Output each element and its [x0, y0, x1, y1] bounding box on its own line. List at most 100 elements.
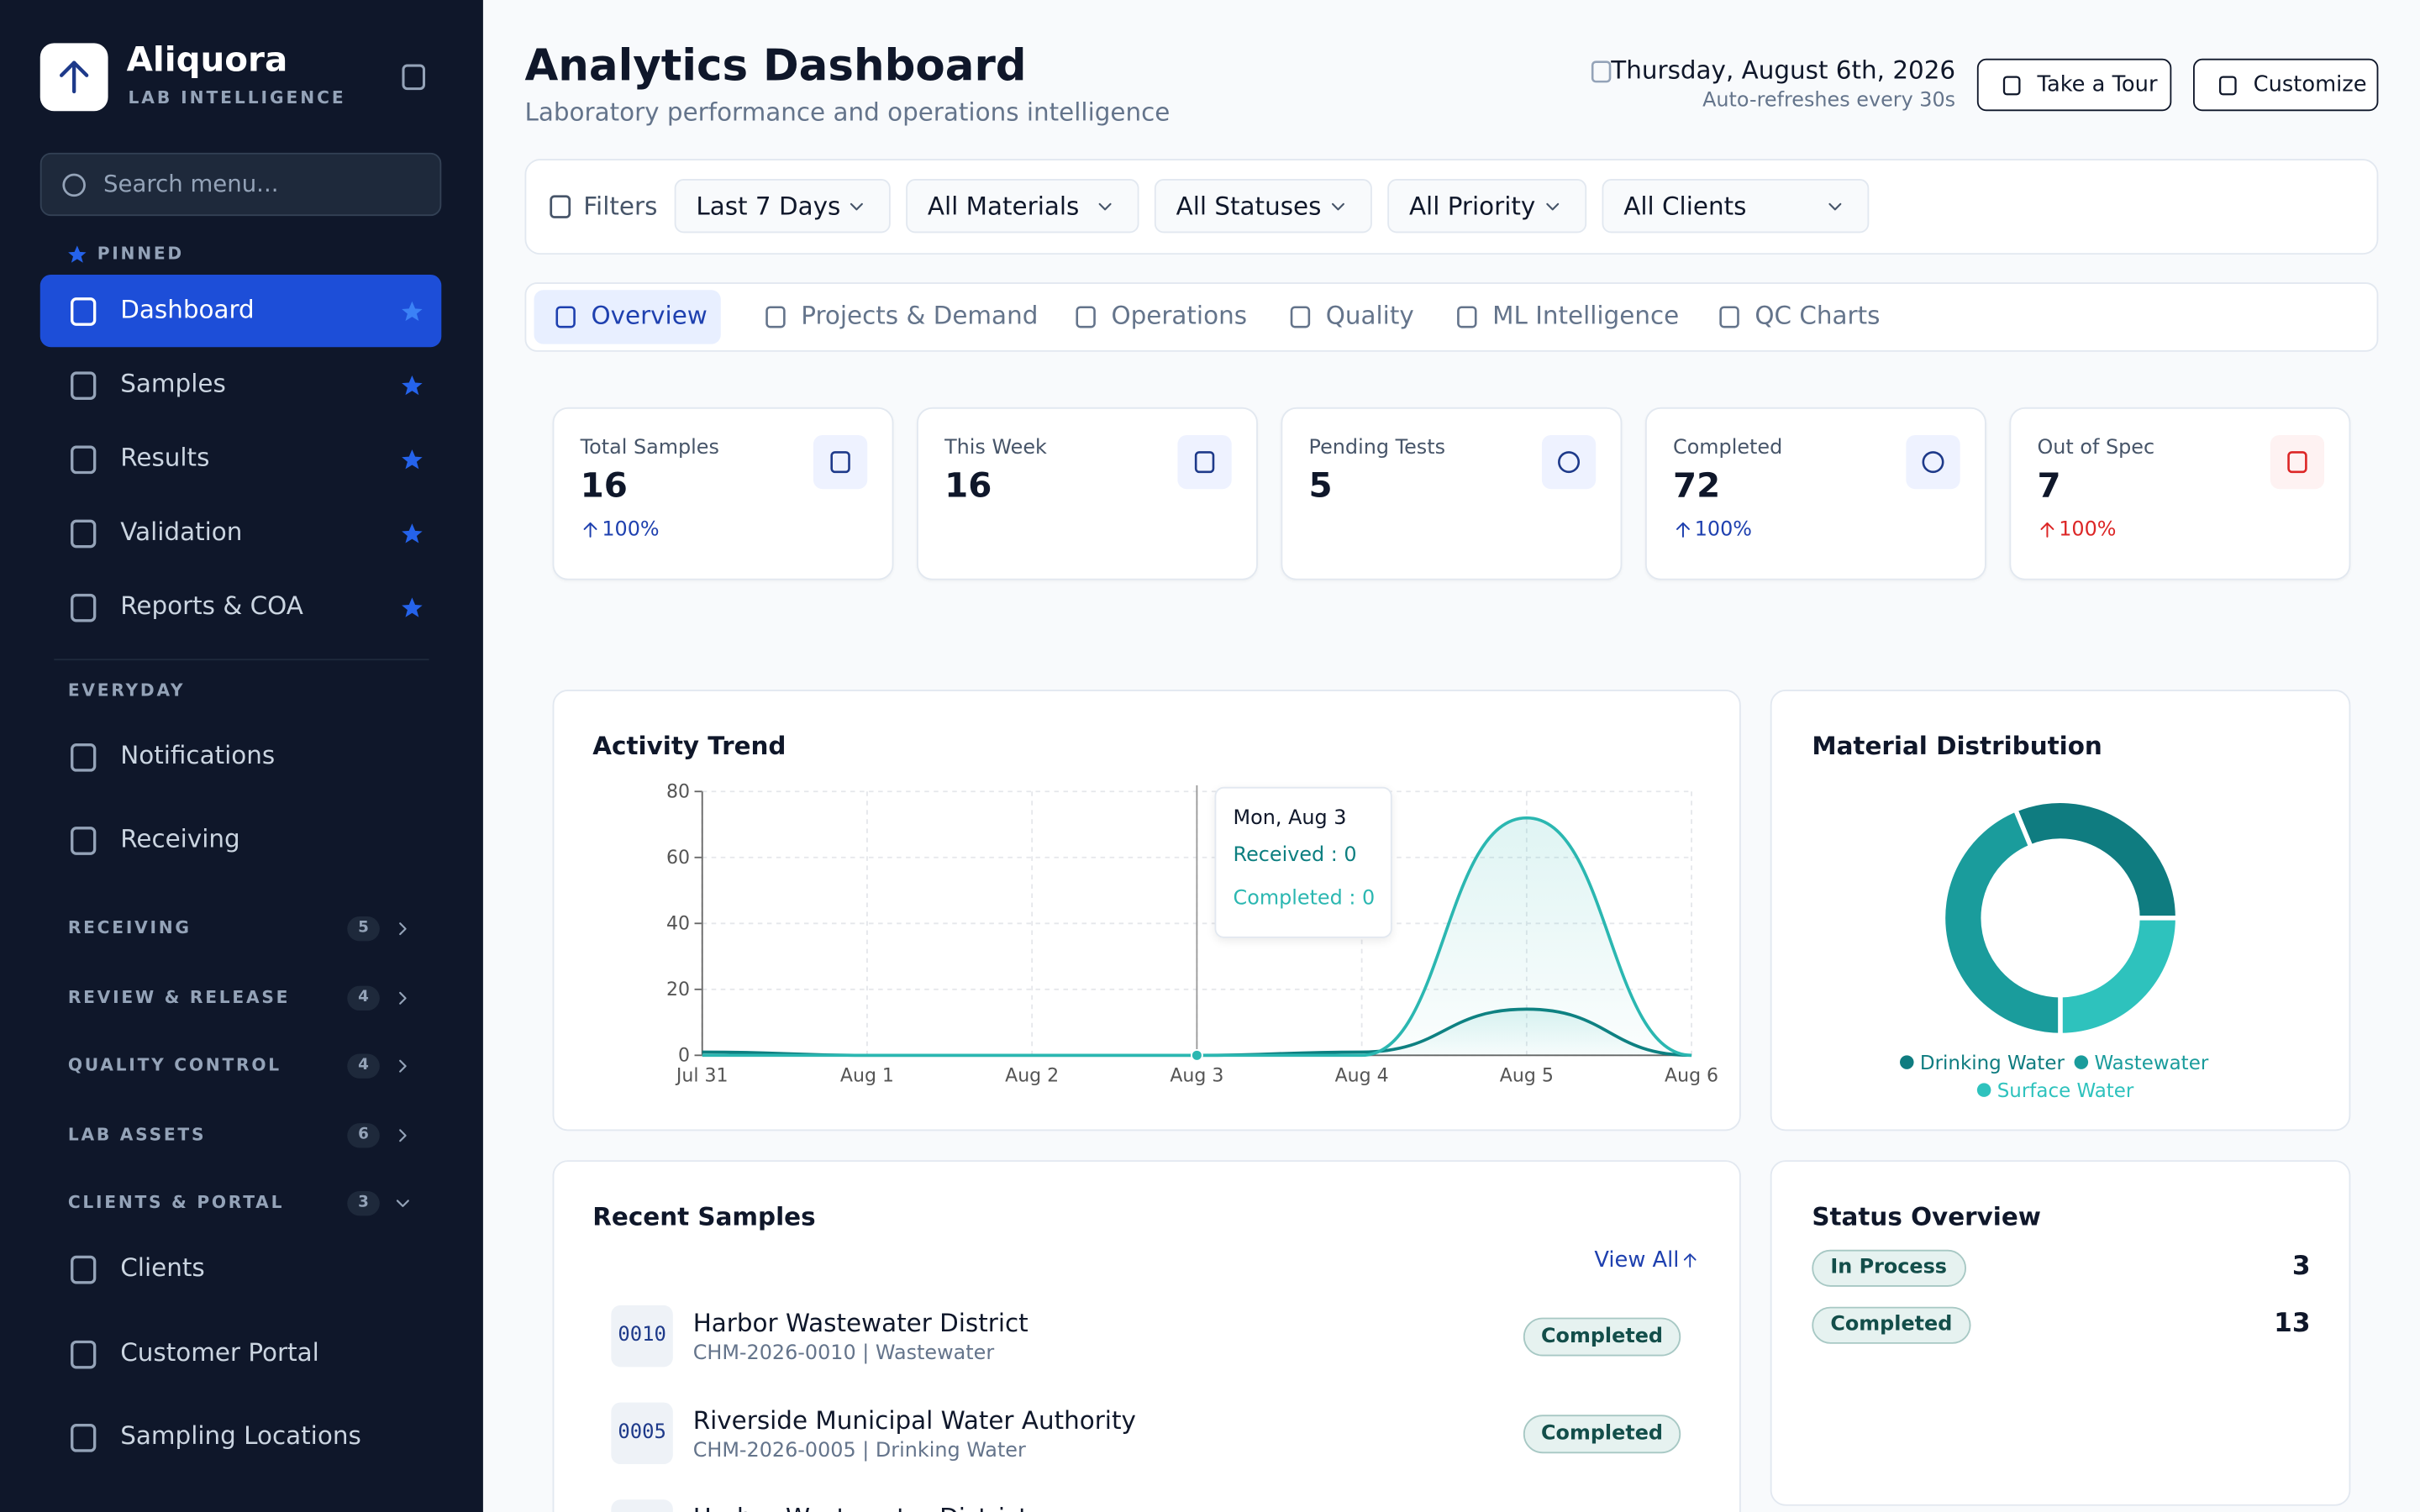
icon-shape: [71, 371, 97, 401]
button-label: Customize: [2253, 72, 2367, 97]
icon-shape: [2287, 451, 2307, 474]
tab[interactable]: Projects & Demand: [744, 290, 1038, 344]
icon-shape: [71, 519, 97, 549]
group-label: CLIENTS & PORTAL: [67, 1193, 285, 1214]
card: [1770, 690, 2351, 1131]
tab[interactable]: Overview: [534, 290, 721, 344]
icon: [850, 202, 863, 211]
nav-item[interactable]: Clients: [40, 1233, 442, 1305]
filter-select[interactable]: Last 7 Days: [674, 179, 891, 234]
filter-select[interactable]: All Clients: [1602, 179, 1870, 234]
nav-item[interactable]: Receiving: [40, 804, 442, 876]
icon: [1546, 202, 1560, 211]
icon-shape: [71, 827, 97, 855]
button[interactable]: Take a Tour: [1976, 58, 2172, 112]
area: [702, 817, 1692, 1056]
nav-group[interactable]: CLIENTS & PORTAL 3: [40, 1179, 442, 1229]
legend-label: Surface Water: [1996, 1078, 2134, 1102]
section-label: PINNED: [97, 244, 184, 265]
kpi-card: Completed 72 100%: [1644, 407, 1986, 580]
y-tick-label: 80: [666, 782, 690, 803]
section-label: EVERYDAY: [67, 680, 186, 701]
nav-item[interactable]: Samples: [40, 349, 442, 421]
tab-bar: Overview Projects & Demand Operations Quali…: [524, 282, 2379, 352]
nav-label: Notifications: [120, 740, 276, 770]
kpi-value: 16: [580, 467, 628, 507]
sidebar: Aliquora LAB INTELLIGENCE Search menu... PI…: [0, 0, 483, 1512]
sample-row[interactable]: 0005 Riverside Municipal Water Authority C…: [611, 1402, 1691, 1471]
nav-item[interactable]: Customer Portal: [40, 1317, 442, 1389]
kpi-card: This Week 16: [917, 407, 1258, 580]
icon: [1098, 202, 1112, 211]
sample-name: Harbor Wastewater District: [692, 1308, 1028, 1338]
kpi-icon-box: [2270, 434, 2325, 490]
kpi-card: Out of Spec 7 100%: [2009, 407, 2351, 580]
view-all-link[interactable]: View All: [1594, 1247, 1680, 1273]
legend-dot: [2074, 1055, 2089, 1069]
icon[interactable]: [398, 61, 429, 92]
x-tick-label: Jul 31: [675, 1066, 729, 1087]
kpi-change: 100%: [2059, 518, 2117, 542]
filter-select[interactable]: All Statuses: [1154, 179, 1372, 234]
donut-slice: [1940, 806, 2063, 1038]
icon: [71, 1339, 97, 1368]
icon-shape: [765, 306, 786, 328]
arrow-shape: [60, 60, 89, 77]
nav-group[interactable]: QUALITY CONTROL 4: [40, 1042, 442, 1091]
nav-item[interactable]: Sampling Locations: [40, 1401, 442, 1473]
icon-shape: [71, 743, 97, 772]
icon-shape: [71, 1339, 97, 1368]
x-tick-label: Aug 2: [1005, 1066, 1059, 1087]
filter-select[interactable]: All Priority: [1387, 179, 1587, 234]
tab[interactable]: ML Intelligence: [1435, 290, 1679, 344]
icon-shape: [1558, 451, 1581, 474]
icon: [1331, 202, 1344, 211]
tab[interactable]: Operations: [1054, 290, 1247, 344]
nav-group[interactable]: LAB ASSETS 6: [40, 1110, 442, 1160]
kpi-value: 72: [1673, 467, 1721, 507]
search-box[interactable]: Search menu...: [39, 152, 442, 217]
nav-item[interactable]: Results: [40, 423, 442, 495]
nav-item[interactable]: Validation: [40, 496, 442, 569]
button[interactable]: Customize: [2193, 58, 2379, 112]
icon-shape: [2218, 76, 2237, 96]
chevron-shape: [399, 1128, 407, 1142]
card-title: Recent Samples: [592, 1201, 816, 1231]
icon-shape: [71, 445, 97, 475]
nav-group[interactable]: REVIEW & RELEASE 4: [40, 973, 442, 1022]
icon: [2040, 522, 2054, 538]
nav-item[interactable]: Reports & COA: [40, 571, 442, 643]
nav-group[interactable]: RECEIVING 5: [40, 904, 442, 953]
x-tick-label: Aug 4: [1335, 1066, 1389, 1087]
sample-row[interactable]: 0009Harbor Wastewater DistrictCHM-2026-0…: [611, 1499, 1691, 1512]
kpi-label: Completed: [1673, 436, 1783, 460]
nav-label: Receiving: [120, 823, 240, 853]
nav-label: Dashboard: [120, 294, 255, 324]
nav-item[interactable]: Dashboard: [39, 274, 442, 348]
tab[interactable]: QC Charts: [1697, 290, 1880, 344]
nav-label: Validation: [120, 517, 243, 547]
tab[interactable]: Quality: [1269, 290, 1414, 344]
legend-dot: [1900, 1055, 1914, 1069]
status-badge: Completed: [1523, 1415, 1681, 1454]
icon: [71, 827, 97, 855]
icon-shape: [1076, 306, 1096, 328]
kpi-icon-box: [1177, 434, 1232, 490]
line: [702, 816, 1692, 1058]
icon-shape: [1290, 306, 1311, 328]
icon: [830, 451, 850, 474]
sample-row[interactable]: 0010 Harbor Wastewater District CHM-2026-0…: [611, 1305, 1691, 1373]
button-label: Take a Tour: [2037, 72, 2158, 97]
group-label: REVIEW & RELEASE: [67, 986, 291, 1007]
tab-label: ML Intelligence: [1492, 301, 1680, 331]
filter-bar: Filters Last 7 Days All Materials All Statu…: [524, 159, 2379, 255]
nav-item[interactable]: Notifications: [40, 721, 442, 793]
tab-label: QC Charts: [1754, 301, 1881, 331]
kpi-change: 100%: [1694, 518, 1753, 542]
chevron-shape: [1331, 202, 1344, 211]
icon-shape: [830, 451, 850, 474]
star-shape: [402, 301, 423, 322]
filter-select[interactable]: All Materials: [906, 179, 1139, 234]
card-title: Status Overview: [1812, 1201, 2041, 1231]
kpi-icon-box: [1906, 434, 1960, 490]
